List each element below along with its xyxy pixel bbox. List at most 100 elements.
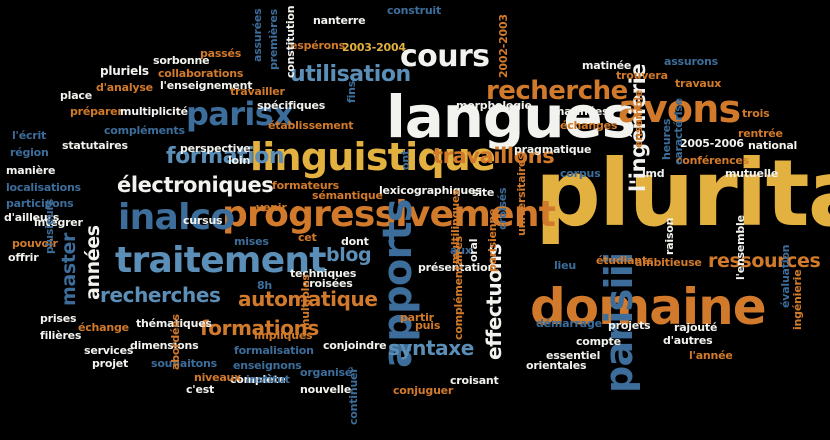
cloud-word: venir [256,201,287,214]
cloud-word: langues [386,83,636,151]
cloud-word: d'autres [663,334,713,347]
cloud-word: travaux [675,77,722,90]
cloud-word: conjuguer [393,384,454,397]
cloud-word: impliqués [254,329,313,342]
cloud-word: plusieurs [43,198,56,254]
cloud-word: présentation [418,261,496,274]
cloud-word: organisé [300,366,353,379]
cloud-word: spécifiques [257,99,326,112]
cloud-word: échange [78,321,129,334]
cloud-word: fins [345,80,358,103]
cloud-word: assurons [664,55,718,68]
cloud-word: niveaux [194,371,242,384]
cloud-word: loin [228,154,251,167]
cloud-word: premières [267,9,280,70]
cloud-word: heures [660,118,673,160]
cloud-word: statutaires [62,139,128,152]
cloud-word: complémentaires [452,236,465,340]
cloud-word: linguistique [250,135,496,179]
cloud-word: mutuelle [725,167,779,180]
cloud-word: compléments [104,124,185,137]
cloud-word: rentrée [738,127,783,140]
cloud-word: caractérise [672,98,685,165]
cloud-word: master [58,233,80,306]
cloud-word: nanterre [313,14,366,27]
cloud-word: formation [166,144,285,169]
cloud-word: années [82,225,104,300]
cloud-word: nouvelle [300,383,352,396]
cloud-word: cours [400,39,490,74]
cloud-word: universitaires [515,153,528,236]
cloud-word: traitement [115,240,327,281]
cloud-word: collaborations [158,67,244,80]
cloud-word: constitution [284,5,297,78]
cloud-word: multiples [299,274,312,330]
cloud-word: conférences [676,154,749,167]
cloud-word: institut [246,373,290,386]
cloud-word: c'est [186,383,215,396]
cloud-word: construit [387,4,442,17]
cloud-word: sémantique [312,189,383,202]
cloud-word: sorbonne [153,54,210,67]
cloud-word: domaine [530,278,767,336]
cloud-word: région [10,146,49,159]
cloud-word: place [60,89,92,102]
cloud-word: ingénierie [791,269,804,330]
cloud-word: l'année [689,349,733,362]
cloud-word: compte [576,335,621,348]
cloud-word: 2002-2003 [497,14,510,78]
cloud-word: morphologie [456,99,532,112]
cloud-word: passés [200,47,242,60]
cloud-word: trois [742,107,770,120]
cloud-word: démarrage [536,317,602,330]
cloud-word: trouvera [616,69,668,82]
cloud-word: thématiques [136,317,212,330]
cloud-word: ambitieuse [635,256,702,269]
cloud-word: matinée [582,59,632,72]
cloud-word: étudiants [596,254,654,267]
cloud-word: d'ailleurs [4,211,60,224]
cloud-word: ensemble [632,89,645,148]
cloud-word: abordées [169,314,182,370]
cloud-word: pluriels [100,64,149,78]
cloud-word: complète [230,373,286,386]
cloud-word: électroniques [117,173,274,197]
cloud-word: 2003-2004 [342,41,406,54]
cloud-word: rajouté [674,321,718,334]
cloud-word: raison [663,217,676,255]
cloud-word: techniques [290,267,357,280]
cloud-word: formations [200,316,319,340]
cloud-word: filières [40,329,82,342]
cloud-word: préparer [70,105,123,118]
cloud-word: parisx [186,95,294,133]
cloud-word: intégrer [34,216,83,229]
cloud-word: dont [341,235,369,248]
cloud-word: croisées [303,277,353,290]
cloud-word: d'analyse [96,81,153,94]
cloud-word: utilisation [290,62,411,87]
cloud-word: aux [450,244,472,257]
cloud-word: perspective [180,142,251,155]
cloud-word: assurées [251,8,264,62]
cloud-word: participons [6,197,74,210]
cloud-word: prises [40,312,77,325]
cloud-word: travailler [230,85,285,98]
cloud-word: l'ensemble [734,215,747,280]
cloud-word: pouvoir [12,237,58,250]
cloud-word: blog [326,244,372,266]
cloud-word: l'enseignement [160,79,253,92]
cloud-word: projet [92,357,129,370]
cloud-word: corpus [560,167,601,180]
cloud-word: dimensions [130,339,199,352]
cloud-word: établissement [268,119,354,132]
cloud-word: national [748,139,798,152]
cloud-word: lmd [642,167,665,180]
cloud-word: formateurs [272,179,339,192]
cloud-word: mises [234,235,269,248]
cloud-word: localisations [6,181,81,194]
cloud-word: automatique [238,287,378,311]
cloud-word: cursus [183,214,223,227]
cloud-word: conjoindre [323,339,387,352]
cloud-word: pragmatique [514,143,592,156]
cloud-word: site [472,186,495,199]
